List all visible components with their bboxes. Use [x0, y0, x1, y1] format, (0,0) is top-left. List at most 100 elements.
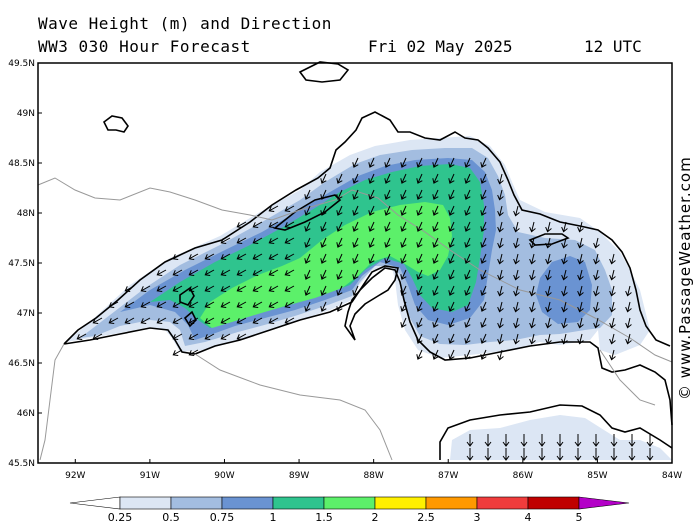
wave-arrow: [513, 221, 520, 233]
wave-arrow: [480, 205, 487, 216]
wave-arrow: [368, 237, 375, 248]
wave-arrow: [520, 448, 528, 461]
wave-arrow: [352, 269, 359, 280]
lon-label: 84W: [662, 471, 682, 481]
wave-arrow: [464, 189, 471, 200]
wave-arrow: [480, 301, 487, 312]
wave-arrow: [628, 434, 636, 447]
wave-arrow: [497, 269, 504, 281]
wave-arrow: [204, 301, 215, 309]
colorbar-label: 4: [525, 511, 532, 524]
wave-arrow: [320, 205, 327, 216]
lat-label: 47N: [17, 309, 35, 319]
wave-arrow: [236, 333, 247, 341]
wave-arrow: [400, 237, 407, 248]
wave-arrow: [448, 317, 455, 328]
us-canada-border: [37, 177, 673, 363]
wave-arrow: [577, 301, 584, 313]
wave-arrow: [593, 269, 600, 281]
isle-royale: [273, 194, 342, 231]
wave-arrow: [172, 301, 183, 309]
colorbar-label: 2.5: [417, 511, 435, 524]
colorbar-label: 0.75: [210, 511, 235, 524]
wave-arrow: [625, 285, 632, 297]
wave-arrow: [432, 333, 439, 344]
wave-arrow: [336, 221, 343, 232]
wave-arrow: [545, 333, 552, 345]
wave-arrow: [497, 301, 504, 313]
longitude-axis: 92W 91W 90W 89W 88W 87W 86W 85W 84W: [65, 459, 682, 481]
wave-arrow: [432, 301, 439, 312]
wave-arrow: [124, 285, 135, 293]
wave-arrow: [172, 253, 183, 261]
wave-arrow: [432, 317, 439, 328]
wave-arrow: [320, 189, 327, 200]
wave-arrow: [556, 434, 564, 447]
wave-arrow: [497, 205, 504, 217]
wave-arrow: [466, 448, 474, 461]
wave-arrow: [625, 301, 632, 313]
wave-arrow: [236, 221, 247, 229]
wave-arrow: [609, 301, 616, 313]
wave-arrow: [464, 269, 471, 280]
lake-michigan-shore: [439, 404, 673, 460]
wave-arrow: [610, 448, 618, 461]
wave-arrow: [336, 301, 343, 312]
wave-arrow: [497, 333, 504, 345]
wave-arrow: [236, 301, 247, 309]
wave-arrow: [124, 317, 135, 325]
wave-arrow: [336, 285, 343, 296]
wave-arrow: [464, 333, 471, 344]
wave-arrow: [448, 189, 455, 200]
wave-arrow: [268, 285, 279, 293]
colorbar-segment: [374, 496, 427, 510]
wave-arrow: [352, 205, 359, 216]
wave-arrow: [284, 253, 295, 261]
wave-arrow: [416, 269, 423, 280]
wave-arrow: [497, 221, 504, 233]
wave-arrow: [352, 173, 359, 184]
watermark: © www.PassageWeather.com: [676, 156, 694, 400]
wave-arrow: [529, 301, 536, 313]
wave-arrow: [561, 333, 568, 345]
lon-label: 85W: [587, 471, 607, 481]
wave-arrow: [236, 237, 247, 245]
wave-arrow: [464, 237, 471, 248]
wave-arrow: [448, 173, 455, 184]
wave-arrow: [593, 317, 600, 329]
wave-arrow: [304, 221, 311, 232]
colorbar-segment: [476, 496, 529, 510]
lat-label: 49.5N: [8, 59, 35, 69]
wave-arrow: [384, 205, 391, 216]
wave-arrow: [188, 285, 199, 293]
wave-band-north-michigan: [450, 415, 672, 460]
wave-arrow: [561, 317, 568, 329]
apostle-islands: [179, 286, 197, 328]
wave-arrow: [577, 221, 584, 233]
wave-arrow: [108, 301, 119, 309]
wave-arrow: [513, 253, 520, 265]
lon-label: 88W: [363, 471, 383, 481]
canada-boundary-east: [599, 349, 656, 406]
wave-arrow: [545, 269, 552, 281]
lon-label: 89W: [289, 471, 309, 481]
wave-arrow: [416, 205, 423, 216]
wave-arrow: [609, 253, 616, 265]
wave-arrow: [529, 285, 536, 297]
wave-direction-arrows: [76, 157, 654, 461]
wave-arrow: [140, 317, 151, 325]
wave-arrow: [268, 317, 279, 325]
wave-arrow: [172, 333, 183, 341]
wave-arrow: [284, 205, 295, 213]
wave-arrow: [416, 253, 423, 264]
wave-arrow: [529, 333, 536, 345]
wave-arrow: [320, 221, 327, 232]
wave-arrow: [268, 253, 279, 261]
wave-arrow: [336, 237, 343, 248]
wave-arrow: [464, 285, 471, 296]
wave-arrow: [204, 253, 215, 261]
wave-arrow: [625, 317, 632, 329]
colorbar-segment: [425, 496, 478, 510]
wave-arrow: [497, 173, 504, 185]
